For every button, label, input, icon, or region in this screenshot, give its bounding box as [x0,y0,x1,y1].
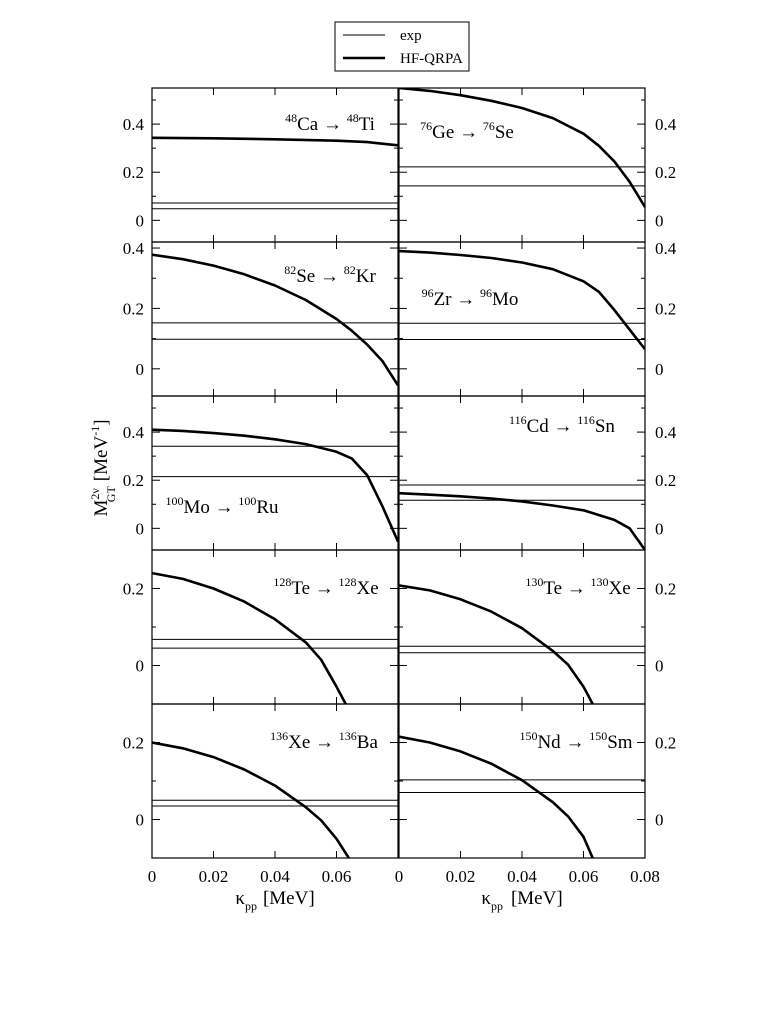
y-tick-label: 0.4 [123,115,145,134]
hfqrpa-curve [152,136,398,147]
x-tick-label: 0.04 [507,867,537,886]
hfqrpa-curve [399,735,594,858]
y-tick-label: 0.2 [123,471,144,490]
panel-nd150: 0 0.2 0 0.02 0.04 0.06 0.08 150Nd → 150Sm [395,703,676,886]
x-axis-label-right: κpp [MeV] [481,888,562,913]
transition-label: 116Cd → 116Sn [509,413,615,437]
y-tick-label: 0.2 [123,734,144,753]
y-tick-label: 0.2 [123,580,144,599]
y-tick-label: 0 [136,360,145,379]
panel-frame [151,549,399,705]
x-axis-label-left: κpp [MeV] [235,888,314,913]
panel-te130: 0 0.2 130Te → 130Xe [398,549,676,705]
panel-frame [398,87,646,243]
y-tick-label: 0 [136,657,145,676]
transition-label: 76Ge → 76Se [420,119,514,143]
y-tick-label: 0.2 [655,580,676,599]
panel-se82: 0 0.2 0.4 82Se → 82Kr [123,239,399,397]
y-tick-label: 0.4 [655,423,677,442]
y-tick-label: 0 [655,211,664,230]
panel-frame [151,703,399,859]
y-tick-label: 0.2 [123,299,144,318]
hfqrpa-curve [399,491,645,550]
y-tick-label: 0 [655,657,664,676]
y-axis-label: M2ν GT[MeV-1] [88,419,118,516]
hfqrpa-curve [399,249,645,351]
transition-label: 82Se → 82Kr [284,263,376,287]
y-tick-label: 0 [136,811,145,830]
transition-label: 96Zr → 96Mo [422,286,519,310]
x-tick-label: 0.06 [569,867,599,886]
panels: 0 0.2 0.4 48Ca → 48Ti 0 0.2 0.4 76Ge → 76Se 0 0.2… [123,87,677,886]
panel-frame [398,241,646,397]
y-tick-label: 0.2 [655,163,676,182]
x-tick-label: 0 [395,867,404,886]
transition-label: 150Nd → 150Sm [519,729,632,753]
panel-ca48: 0 0.2 0.4 48Ca → 48Ti [123,87,399,243]
y-tick-label: 0 [655,519,664,538]
y-tick-label: 0.2 [123,163,144,182]
y-tick-label: 0.2 [655,734,676,753]
y-tick-label: 0 [655,360,664,379]
y-tick-label: 0.4 [123,423,145,442]
y-tick-label: 0.2 [655,299,676,318]
legend-hfqrpa-label: HF-QRPA [400,51,463,67]
y-tick-label: 0.4 [655,239,677,258]
panel-xe136: 0 0.2 0 0.02 0.04 0.06 136Xe → 136Ba [123,703,399,886]
panel-zr96: 0 0.2 0.4 96Zr → 96Mo [398,239,677,397]
y-tick-label: 0.2 [655,471,676,490]
x-tick-label: 0.02 [199,867,229,886]
transition-label: 100Mo → 100Ru [165,494,279,518]
hfqrpa-curve [399,584,594,704]
y-tick-label: 0 [136,519,145,538]
y-tick-label: 0.4 [655,115,677,134]
y-tick-label: 0.4 [123,239,145,258]
transition-label: 130Te → 130Xe [525,575,630,599]
hfqrpa-curve [152,428,398,543]
hfqrpa-curve [152,253,398,387]
transition-label: 136Xe → 136Ba [270,729,378,753]
x-tick-label: 0.02 [446,867,476,886]
panel-ge76: 0 0.2 0.4 76Ge → 76Se [398,87,677,243]
panel-te128: 0 0.2 128Te → 128Xe [123,549,399,705]
hfqrpa-curve [152,741,350,858]
y-tick-label: 0 [655,811,664,830]
x-tick-label: 0.08 [630,867,660,886]
x-tick-label: 0 [148,867,157,886]
transition-label: 48Ca → 48Ti [285,111,375,135]
panel-cd116: 0 0.2 0.4 116Cd → 116Sn [398,395,677,551]
transition-label: 128Te → 128Xe [273,575,378,599]
y-tick-label: 0 [136,211,145,230]
panel-mo100: 0 0.2 0.4 100Mo → 100Ru [123,395,399,551]
panel-frame [151,87,399,243]
legend: exp HF-QRPA [334,21,470,72]
x-tick-label: 0.04 [260,867,290,886]
x-tick-label: 0.06 [322,867,352,886]
panel-frame [151,395,399,551]
hfqrpa-curve [399,88,645,208]
hfqrpa-curve [152,571,347,704]
legend-exp-label: exp [400,28,422,44]
legend-box [334,21,470,72]
